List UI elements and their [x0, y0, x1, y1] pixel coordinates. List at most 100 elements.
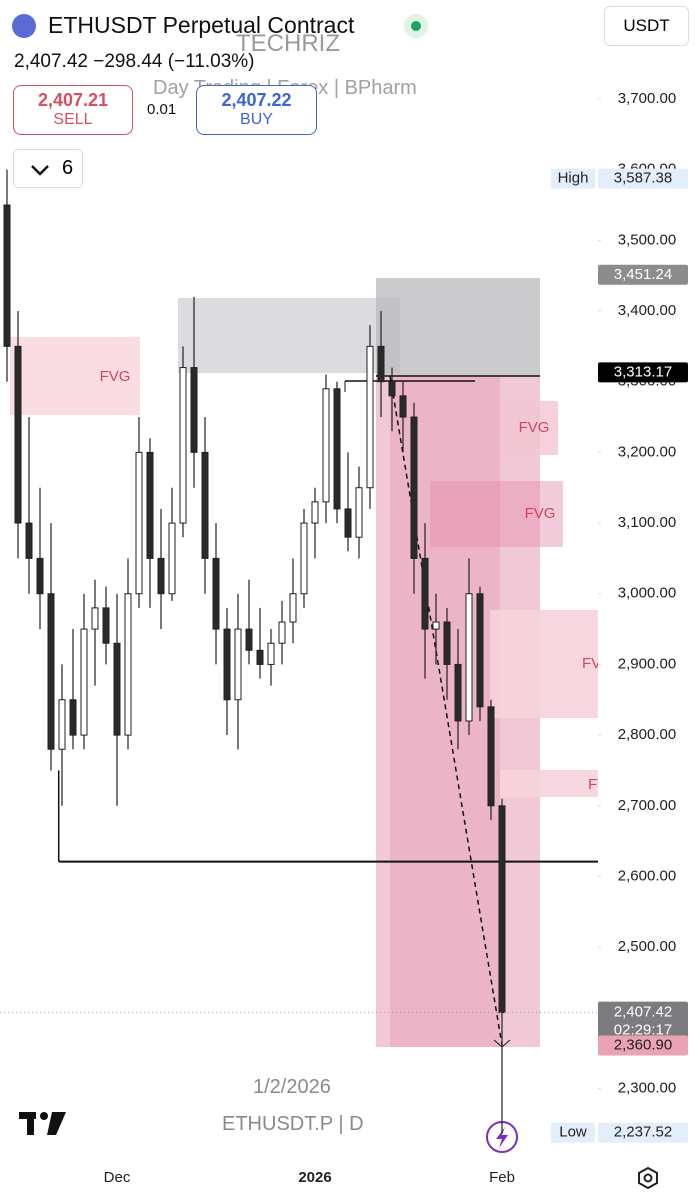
- candle-body: [212, 557, 220, 630]
- tradingview-logo: [19, 1112, 66, 1135]
- watermark: TECHRIZ: [236, 30, 340, 57]
- candle-body: [80, 628, 88, 736]
- fvg-zone: [430, 481, 563, 547]
- candle-body: [388, 381, 396, 397]
- coin-icon: [12, 14, 36, 38]
- candle-body: [124, 593, 132, 736]
- x-tick-label: Feb: [489, 1169, 515, 1186]
- candle-body: [421, 557, 429, 630]
- indicator-count: 6: [62, 157, 74, 179]
- candle-body: [443, 621, 451, 665]
- candle-body: [267, 642, 275, 665]
- x-tick-label: Dec: [104, 1169, 131, 1186]
- y-tick-label: 2,500.00: [618, 938, 676, 955]
- quote: 2,407.42 −298.44 (−11.03%): [14, 51, 255, 72]
- alert-bolt: [496, 1127, 508, 1148]
- price-tag-label: 3,587.38: [614, 170, 672, 187]
- indicator-toggle[interactable]: 6: [13, 149, 83, 188]
- price-tag-label: 2,407.42: [614, 1004, 672, 1021]
- candle-body: [355, 487, 363, 538]
- candle-body: [289, 593, 297, 623]
- candle-body: [36, 557, 44, 595]
- plot: [3, 169, 598, 1133]
- candle-body: [278, 621, 286, 644]
- y-tick-label: 2,600.00: [618, 867, 676, 884]
- candle-body: [47, 593, 55, 750]
- y-tick-label: 3,000.00: [618, 585, 676, 602]
- candle-body: [190, 367, 198, 453]
- price-tag: [598, 168, 688, 189]
- settings-icon[interactable]: [638, 1166, 658, 1190]
- candle-body: [179, 367, 187, 524]
- footer-date: 1/2/2026: [253, 1076, 331, 1098]
- candle-body: [410, 416, 418, 559]
- candle-body: [69, 699, 77, 736]
- candle-body: [366, 345, 374, 489]
- y-tick-label: 3,100.00: [618, 514, 676, 531]
- spread: 0.01: [147, 101, 177, 118]
- supply-zone: [376, 278, 540, 376]
- supply-zone: [178, 298, 400, 373]
- candle-body: [377, 345, 385, 383]
- candle-body: [399, 395, 407, 418]
- y-tick-label: 2,900.00: [618, 655, 676, 672]
- price-tag-name: Low: [559, 1124, 587, 1141]
- price-tag-name: High: [558, 170, 589, 187]
- candle-body: [245, 628, 253, 651]
- y-tick-label: 2,800.00: [618, 726, 676, 743]
- x-tick-label: 2026: [298, 1169, 331, 1186]
- candle-body: [135, 451, 143, 595]
- candle-body: [311, 501, 319, 524]
- footer-symbol: ETHUSDT.P | D: [222, 1113, 364, 1135]
- fvg-zone: [500, 401, 558, 455]
- candle-body: [146, 451, 154, 559]
- candle-body: [91, 607, 99, 630]
- candle-body: [234, 628, 242, 701]
- candle-body: [113, 642, 121, 736]
- candle-body: [102, 607, 110, 644]
- sell-price: 2,407.21: [37, 90, 109, 110]
- candle-body: [465, 593, 473, 722]
- status-icon: [404, 14, 428, 38]
- y-tick-label: 2,300.00: [618, 1079, 676, 1096]
- currency-select[interactable]: USDT: [604, 6, 689, 46]
- fvg-label: FVG: [582, 655, 613, 672]
- candle-body: [58, 699, 66, 750]
- buy-button[interactable]: 2,407.22 BUY: [196, 85, 317, 135]
- fvg-label: FVG: [519, 419, 550, 436]
- candle-body: [344, 508, 352, 538]
- sell-button[interactable]: 2,407.21 SELL: [13, 85, 133, 135]
- range-zone: [390, 376, 500, 1047]
- fvg-label: FVG: [525, 505, 556, 522]
- price-tag-name-bg: [551, 1122, 595, 1143]
- title: ETHUSDT Perpetual Contract: [48, 12, 355, 38]
- price-tag: [598, 264, 688, 285]
- candle-body: [300, 522, 308, 595]
- fvg-label: FVG: [100, 368, 131, 385]
- candle-body: [25, 522, 33, 559]
- y-tick-label: 3,700.00: [618, 90, 676, 107]
- price-tag: [598, 362, 688, 383]
- candle-body: [432, 621, 440, 630]
- price-tag-label: 2,237.52: [614, 1124, 672, 1141]
- price-tag-label: 3,451.24: [614, 266, 672, 283]
- y-tick-label: 3,400.00: [618, 302, 676, 319]
- candle-body: [322, 388, 330, 503]
- price-tag-label: 3,313.17: [614, 363, 672, 380]
- candle-body: [157, 557, 165, 595]
- candle-body: [3, 204, 11, 347]
- price-tag-countdown: 02:29:17: [614, 1022, 672, 1039]
- y-tick-label: 3,500.00: [618, 231, 676, 248]
- sell-label: SELL: [53, 111, 93, 128]
- fvg-zone: [490, 610, 598, 718]
- candle-body: [498, 805, 506, 1014]
- price-tag-label: 2,360.90: [614, 1036, 672, 1053]
- y-tick-label: 2,700.00: [618, 797, 676, 814]
- buy-label: BUY: [240, 111, 273, 128]
- settings-icon: [643, 1173, 653, 1183]
- candle-body: [256, 649, 264, 665]
- candle-body: [454, 663, 462, 722]
- currency: USDT: [623, 16, 670, 35]
